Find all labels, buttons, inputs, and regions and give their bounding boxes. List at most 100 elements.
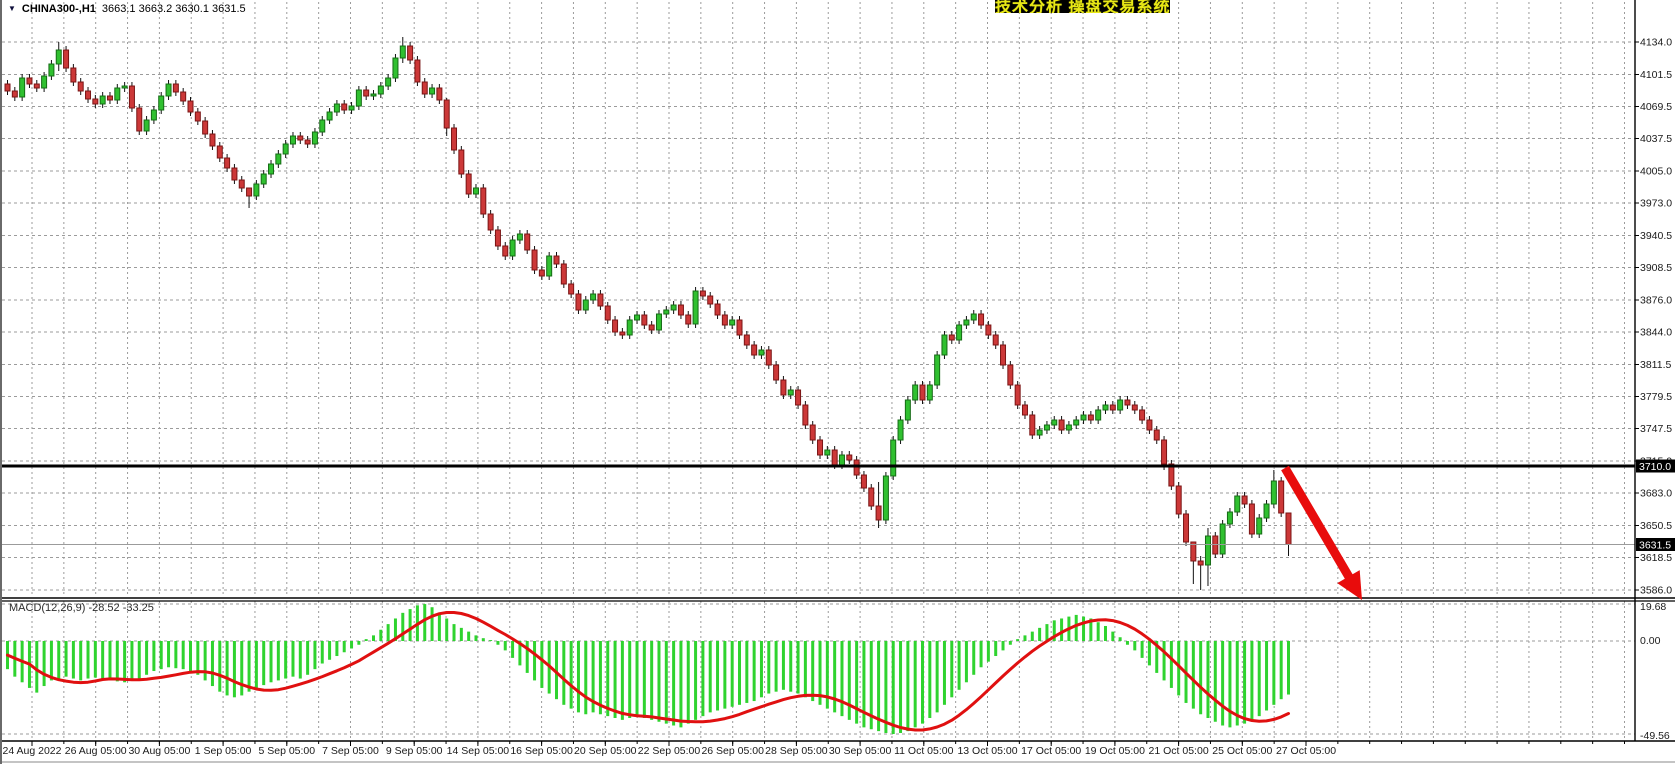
bear-candle	[538, 269, 545, 277]
bull-candle	[824, 449, 831, 456]
bear-candle	[568, 283, 575, 295]
bear-candle	[978, 313, 985, 326]
bear-candle	[1248, 503, 1255, 535]
bull-candle	[1065, 424, 1072, 431]
bull-candle	[582, 299, 589, 311]
bear-candle	[494, 229, 501, 247]
price-badge	[1636, 459, 1675, 473]
macd-histogram	[6, 604, 1290, 735]
bear-candle	[1183, 513, 1190, 543]
bear-candle	[531, 249, 538, 271]
bear-candle	[246, 187, 253, 197]
bear-candle	[209, 133, 216, 147]
date-label: 14 Sep 05:00	[447, 745, 510, 757]
bear-candle	[699, 290, 706, 297]
bull-candle	[392, 57, 399, 79]
bear-candle	[875, 505, 882, 521]
bull-candle	[1117, 399, 1124, 411]
price-tick-label: 4005.0	[1640, 166, 1672, 178]
ohlc-values: 3663.1 3663.2 3630.1 3631.5	[101, 3, 246, 15]
bear-candle	[721, 314, 728, 326]
bear-candle	[487, 213, 494, 231]
bear-candle	[238, 179, 245, 189]
symbol-timeframe-label: CHINA300-,H1	[21, 3, 96, 15]
bear-candle	[502, 245, 509, 257]
bull-candle	[1256, 517, 1263, 535]
bear-candle	[480, 187, 487, 215]
date-label: 16 Sep 05:00	[510, 745, 573, 757]
bear-candle	[604, 305, 611, 321]
bull-candle	[333, 103, 340, 113]
bull-candle	[19, 77, 26, 98]
bear-candle	[180, 91, 187, 102]
price-axis[interactable]: 4134.0 4101.5 4069.5 4037.5 4005.0 3973.0 3940…	[1635, 37, 1672, 597]
price-tick-label: 3650.5	[1640, 520, 1672, 532]
date-label: 13 Oct 05:00	[957, 745, 1017, 757]
price-gridlines	[2, 41, 1635, 735]
bear-candle	[1021, 404, 1028, 416]
bull-candle	[956, 324, 963, 341]
price-tick-label: 3811.5	[1640, 359, 1671, 371]
date-label: 7 Sep 05:00	[322, 745, 379, 757]
price-tick-label: 3618.5	[1640, 552, 1672, 564]
date-label: 30 Sep 05:00	[829, 745, 892, 757]
bull-candle	[370, 93, 377, 97]
bull-candle	[41, 75, 48, 89]
bear-candle	[458, 149, 465, 175]
time-gridlines	[31, 2, 1625, 741]
bull-candle	[655, 313, 662, 331]
macd-tick-label: 0.00	[1640, 635, 1661, 647]
bull-candle	[1102, 404, 1109, 411]
bear-candle	[992, 334, 999, 346]
bear-candle	[33, 83, 40, 89]
bear-candle	[597, 293, 604, 307]
bear-candle	[216, 145, 223, 159]
bear-candle	[1029, 414, 1036, 436]
bull-candle	[114, 87, 121, 101]
bear-candle	[363, 89, 370, 97]
bear-candle	[231, 167, 238, 181]
bear-candle	[26, 77, 33, 85]
price-tick-label: 3908.5	[1640, 262, 1672, 274]
bear-candle	[297, 135, 304, 141]
price-tick-label: 3844.0	[1640, 327, 1672, 339]
bull-candle	[787, 389, 794, 396]
bear-candle	[465, 173, 472, 195]
bull-candle	[1263, 503, 1270, 519]
bull-candle	[143, 119, 150, 132]
bear-candle	[1197, 560, 1204, 566]
price-tick-label: 3940.5	[1640, 230, 1672, 242]
bull-candle	[516, 233, 523, 241]
bear-candle	[70, 67, 77, 83]
macd-axis[interactable]: 19.68 0.00 -49.56	[1640, 601, 1670, 742]
date-label: 17 Oct 05:00	[1021, 745, 1081, 757]
bull-candle	[926, 384, 933, 401]
symbol-dropdown-icon[interactable]: ▼	[8, 3, 16, 13]
bear-candle	[1124, 399, 1131, 406]
bear-candle	[436, 87, 443, 101]
bear-candle	[1175, 485, 1182, 515]
bear-candle	[612, 319, 619, 333]
trend-arrow[interactable]	[1281, 465, 1362, 600]
bear-candle	[172, 83, 179, 93]
bull-candle	[311, 131, 318, 145]
time-axis[interactable]: 24 Aug 2022 26 Aug 05:00 30 Aug 05:00 1 Sep…	[3, 741, 1625, 757]
bull-candle	[1051, 419, 1058, 426]
date-label: 22 Sep 05:00	[638, 745, 701, 757]
price-badge	[1636, 538, 1675, 551]
bear-candle	[765, 349, 772, 366]
bull-candle	[663, 309, 670, 315]
bear-candle	[985, 324, 992, 336]
bull-candle	[963, 319, 970, 326]
bull-candle	[55, 49, 62, 65]
bear-candle	[443, 99, 450, 129]
price-tick-label: 3747.5	[1640, 423, 1672, 435]
date-label: 25 Oct 05:00	[1212, 745, 1272, 757]
bull-candle	[729, 319, 736, 326]
price-tick-label: 4101.5	[1640, 69, 1672, 81]
bear-candle	[1146, 419, 1153, 431]
bull-candle	[934, 354, 941, 386]
price-tick-label: 4069.5	[1640, 101, 1672, 113]
bear-candle	[948, 334, 955, 341]
